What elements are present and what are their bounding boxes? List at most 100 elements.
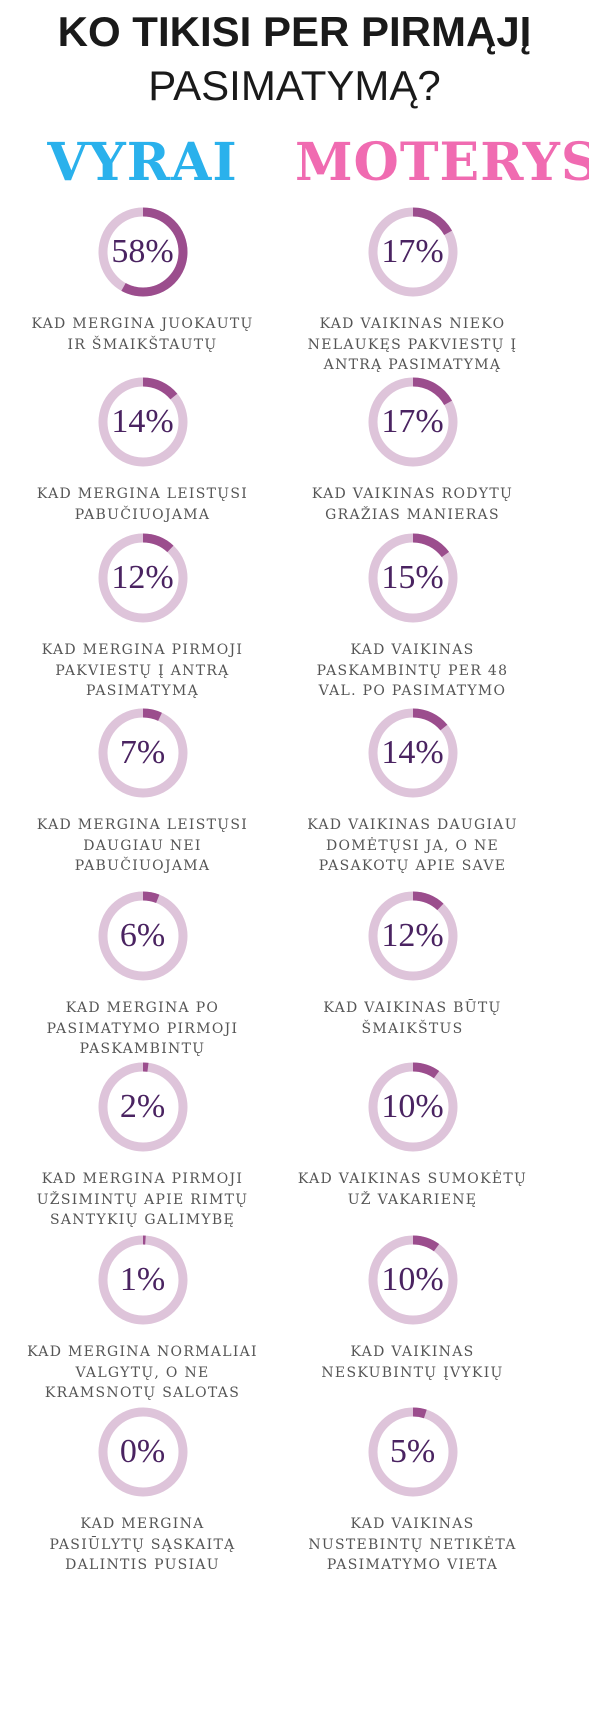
stat-label-line: KAD VAIKINAS SUMOKĖTŲ xyxy=(297,1171,528,1187)
donut-ring xyxy=(98,708,187,798)
ring-value-arc xyxy=(98,1062,187,1152)
ring-value-arc xyxy=(368,207,457,297)
ring-track xyxy=(98,1407,187,1497)
stat-label-line: NESKUBINTŲ ĮVYKIŲ xyxy=(321,1364,504,1381)
stat-label-line: ŠMAIKŠTUS xyxy=(361,1020,464,1037)
percent-value: 0% xyxy=(119,1433,166,1470)
percent-value: 17% xyxy=(381,403,444,440)
stat-label: KAD VAIKINAS RODYTŲ GRAŽIAS MANIERAS xyxy=(280,484,545,525)
ring-value-arc xyxy=(368,1407,457,1497)
stat-label-line: PASAKOTŲ APIE SAVE xyxy=(318,858,507,874)
page-title-line-1: KO TIKISI PER PIRMĄJĮ xyxy=(57,8,532,55)
stat-label: KAD MERGINA PO PASIMATYMO PIRMOJI PASKAMBI… xyxy=(10,998,275,1060)
ring-value-arc xyxy=(368,891,457,981)
stat-label-line: KAD VAIKINAS xyxy=(350,1516,475,1532)
stat-label-line: PAKVIESTŲ Į ANTRĄ xyxy=(55,662,230,679)
stat-label: KAD MERGINA LEISTŲSI PABUČIUOJAMA xyxy=(10,484,275,525)
donut-ring xyxy=(98,1235,187,1325)
percent-value: 10% xyxy=(381,1088,444,1125)
stat-label: KAD VAIKINAS NIEKO NELAUKĘS PAKVIESTŲ Į AN… xyxy=(280,314,545,376)
stat-label-line: DAUGIAU NEI xyxy=(83,837,202,854)
percent-value: 14% xyxy=(111,403,174,440)
percent-value: 58% xyxy=(111,233,174,270)
women-column-heading: MOTERYS xyxy=(295,132,589,193)
stat-label-line: KAD MERGINA LEISTŲSI xyxy=(36,817,249,833)
stat-label: KAD VAIKINAS NUSTEBINTŲ NETIKĖTA PASIMATYM… xyxy=(280,1514,545,1576)
stat-label-line: UŽ VAKARIENĘ xyxy=(347,1191,478,1208)
percent-value: 10% xyxy=(381,1261,444,1298)
stat-label-line: ANTRĄ PASIMATYMĄ xyxy=(323,357,502,373)
ring-value-arc xyxy=(98,708,187,798)
stat-label-line: IR ŠMAIKŠTAUTŲ xyxy=(67,336,218,353)
percent-value: 17% xyxy=(381,233,444,270)
stat-label-line: KAD MERGINA PO xyxy=(65,1000,220,1016)
stat-label-line: DOMĖTŲSI JA, O NE xyxy=(325,837,500,854)
stat-label-line: VALGYTŲ, O NE xyxy=(75,1364,210,1381)
donut-ring xyxy=(98,1062,187,1152)
stat-label: KAD VAIKINAS PASKAMBINTŲ PER 48 VAL. PO PA… xyxy=(280,640,545,702)
percent-value: 5% xyxy=(389,1433,436,1470)
percent-value: 12% xyxy=(111,559,174,596)
stat-label-line: PASIMATYMO VIETA xyxy=(326,1557,499,1573)
ring-value-arc xyxy=(368,377,457,467)
donut-ring xyxy=(368,207,457,297)
stat-label-line: KAD VAIKINAS NIEKO xyxy=(319,316,506,332)
stat-label-line: KAD MERGINA JUOKAUTŲ xyxy=(31,316,254,332)
donut-ring xyxy=(368,1235,457,1325)
stat-label-line: KAD VAIKINAS xyxy=(350,642,475,658)
stat-label-line: PABUČIUOJAMA xyxy=(74,858,211,874)
donut-ring xyxy=(98,207,187,297)
donut-ring xyxy=(368,891,457,981)
stat-label-line: PASKAMBINTŲ PER 48 xyxy=(316,662,509,679)
stat-label-line: PASIMATYMĄ xyxy=(85,683,200,699)
donut-ring xyxy=(368,377,457,467)
stat-label-line: PASIŪLYTŲ SĄSKAITĄ xyxy=(49,1536,236,1553)
donut-ring xyxy=(368,533,457,623)
ring-value-arc xyxy=(98,377,187,467)
percent-value: 14% xyxy=(381,734,444,771)
stat-label-line: KAD VAIKINAS RODYTŲ xyxy=(311,486,514,502)
stat-label: KAD MERGINA NORMALIAI VALGYTŲ, O NE KRAMSN… xyxy=(10,1342,275,1404)
ring-value-arc xyxy=(98,533,187,623)
stat-label-line: KAD VAIKINAS DAUGIAU xyxy=(307,817,518,833)
stat-label: KAD MERGINA PIRMOJI PAKVIESTŲ Į ANTRĄ PASI… xyxy=(10,640,275,702)
donut-ring xyxy=(98,377,187,467)
stat-label-line: KAD MERGINA PIRMOJI xyxy=(41,1171,244,1187)
ring-value-arc xyxy=(368,1062,457,1152)
stat-label: KAD MERGINA PASIŪLYTŲ SĄSKAITĄ DALINTIS PU… xyxy=(10,1514,275,1576)
donut-ring xyxy=(368,1062,457,1152)
stat-label-line: UŽSIMINTŲ APIE RIMTŲ xyxy=(36,1191,249,1208)
percent-value: 7% xyxy=(119,734,166,771)
percent-value: 1% xyxy=(119,1261,166,1298)
stat-label: KAD VAIKINAS NESKUBINTŲ ĮVYKIŲ xyxy=(280,1342,545,1383)
percent-value: 6% xyxy=(119,917,166,954)
stat-label-line: PASIMATYMO PIRMOJI xyxy=(46,1020,239,1037)
stat-label-line: KAD MERGINA xyxy=(80,1516,205,1532)
percent-value: 12% xyxy=(381,917,444,954)
stat-label: KAD VAIKINAS BŪTŲ ŠMAIKŠTUS xyxy=(280,998,545,1039)
donut-ring xyxy=(368,708,457,798)
stat-label-line: KAD MERGINA PIRMOJI xyxy=(41,642,244,658)
percent-value: 15% xyxy=(381,559,444,596)
donut-ring xyxy=(98,533,187,623)
men-column-heading: VYRAI xyxy=(47,132,238,193)
stat-label: KAD VAIKINAS DAUGIAU DOMĖTŲSI JA, O NE PAS… xyxy=(280,815,545,877)
ring-value-arc xyxy=(368,1235,457,1325)
percent-value: 2% xyxy=(119,1088,166,1125)
stat-label-line: NUSTEBINTŲ NETIKĖTA xyxy=(308,1536,517,1553)
stat-label-line: PABUČIUOJAMA xyxy=(74,506,211,523)
stat-label: KAD MERGINA JUOKAUTŲ IR ŠMAIKŠTAUTŲ xyxy=(10,314,275,355)
stat-label-line: KAD MERGINA LEISTŲSI xyxy=(36,486,249,502)
stat-label-line: KAD VAIKINAS xyxy=(350,1344,475,1360)
stat-label: KAD MERGINA LEISTŲSI DAUGIAU NEI PABUČIUOJ… xyxy=(10,815,275,877)
stat-label: KAD VAIKINAS SUMOKĖTŲ UŽ VAKARIENĘ xyxy=(280,1169,545,1210)
donut-ring xyxy=(98,1407,187,1497)
ring-value-arc xyxy=(368,533,457,623)
stat-label-line: KAD VAIKINAS BŪTŲ xyxy=(323,1000,502,1016)
ring-value-arc xyxy=(98,1235,187,1325)
stat-label-line: KRAMSNOTŲ SALOTAS xyxy=(44,1385,241,1401)
stat-label-line: SANTYKIŲ GALIMYBĘ xyxy=(49,1212,236,1228)
stat-label-line: GRAŽIAS MANIERAS xyxy=(325,506,500,523)
stat-label-line: NELAUKĘS PAKVIESTŲ Į xyxy=(307,336,518,353)
stat-label-line: DALINTIS PUSIAU xyxy=(65,1557,220,1573)
